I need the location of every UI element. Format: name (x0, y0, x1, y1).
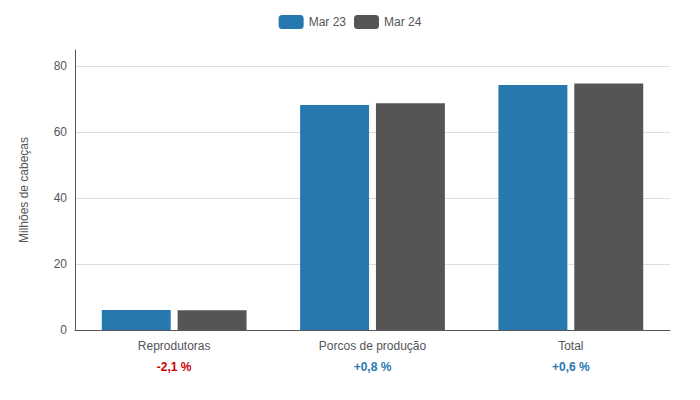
svg-text:-2,1 %: -2,1 % (157, 360, 192, 374)
svg-text:Porcos de produção: Porcos de produção (319, 339, 427, 353)
svg-text:80: 80 (54, 59, 68, 73)
svg-text:20: 20 (54, 257, 68, 271)
svg-text:40: 40 (54, 191, 68, 205)
svg-text:+0,6 %: +0,6 % (552, 360, 590, 374)
svg-text:0: 0 (60, 323, 67, 337)
svg-text:Mar 23: Mar 23 (309, 15, 347, 29)
svg-text:60: 60 (54, 125, 68, 139)
svg-text:+0,8 %: +0,8 % (354, 360, 392, 374)
svg-text:Total: Total (558, 339, 583, 353)
svg-text:Reprodutoras: Reprodutoras (138, 339, 211, 353)
svg-text:Milhões de cabeças: Milhões de cabeças (17, 137, 31, 243)
svg-text:Mar 24: Mar 24 (384, 15, 422, 29)
